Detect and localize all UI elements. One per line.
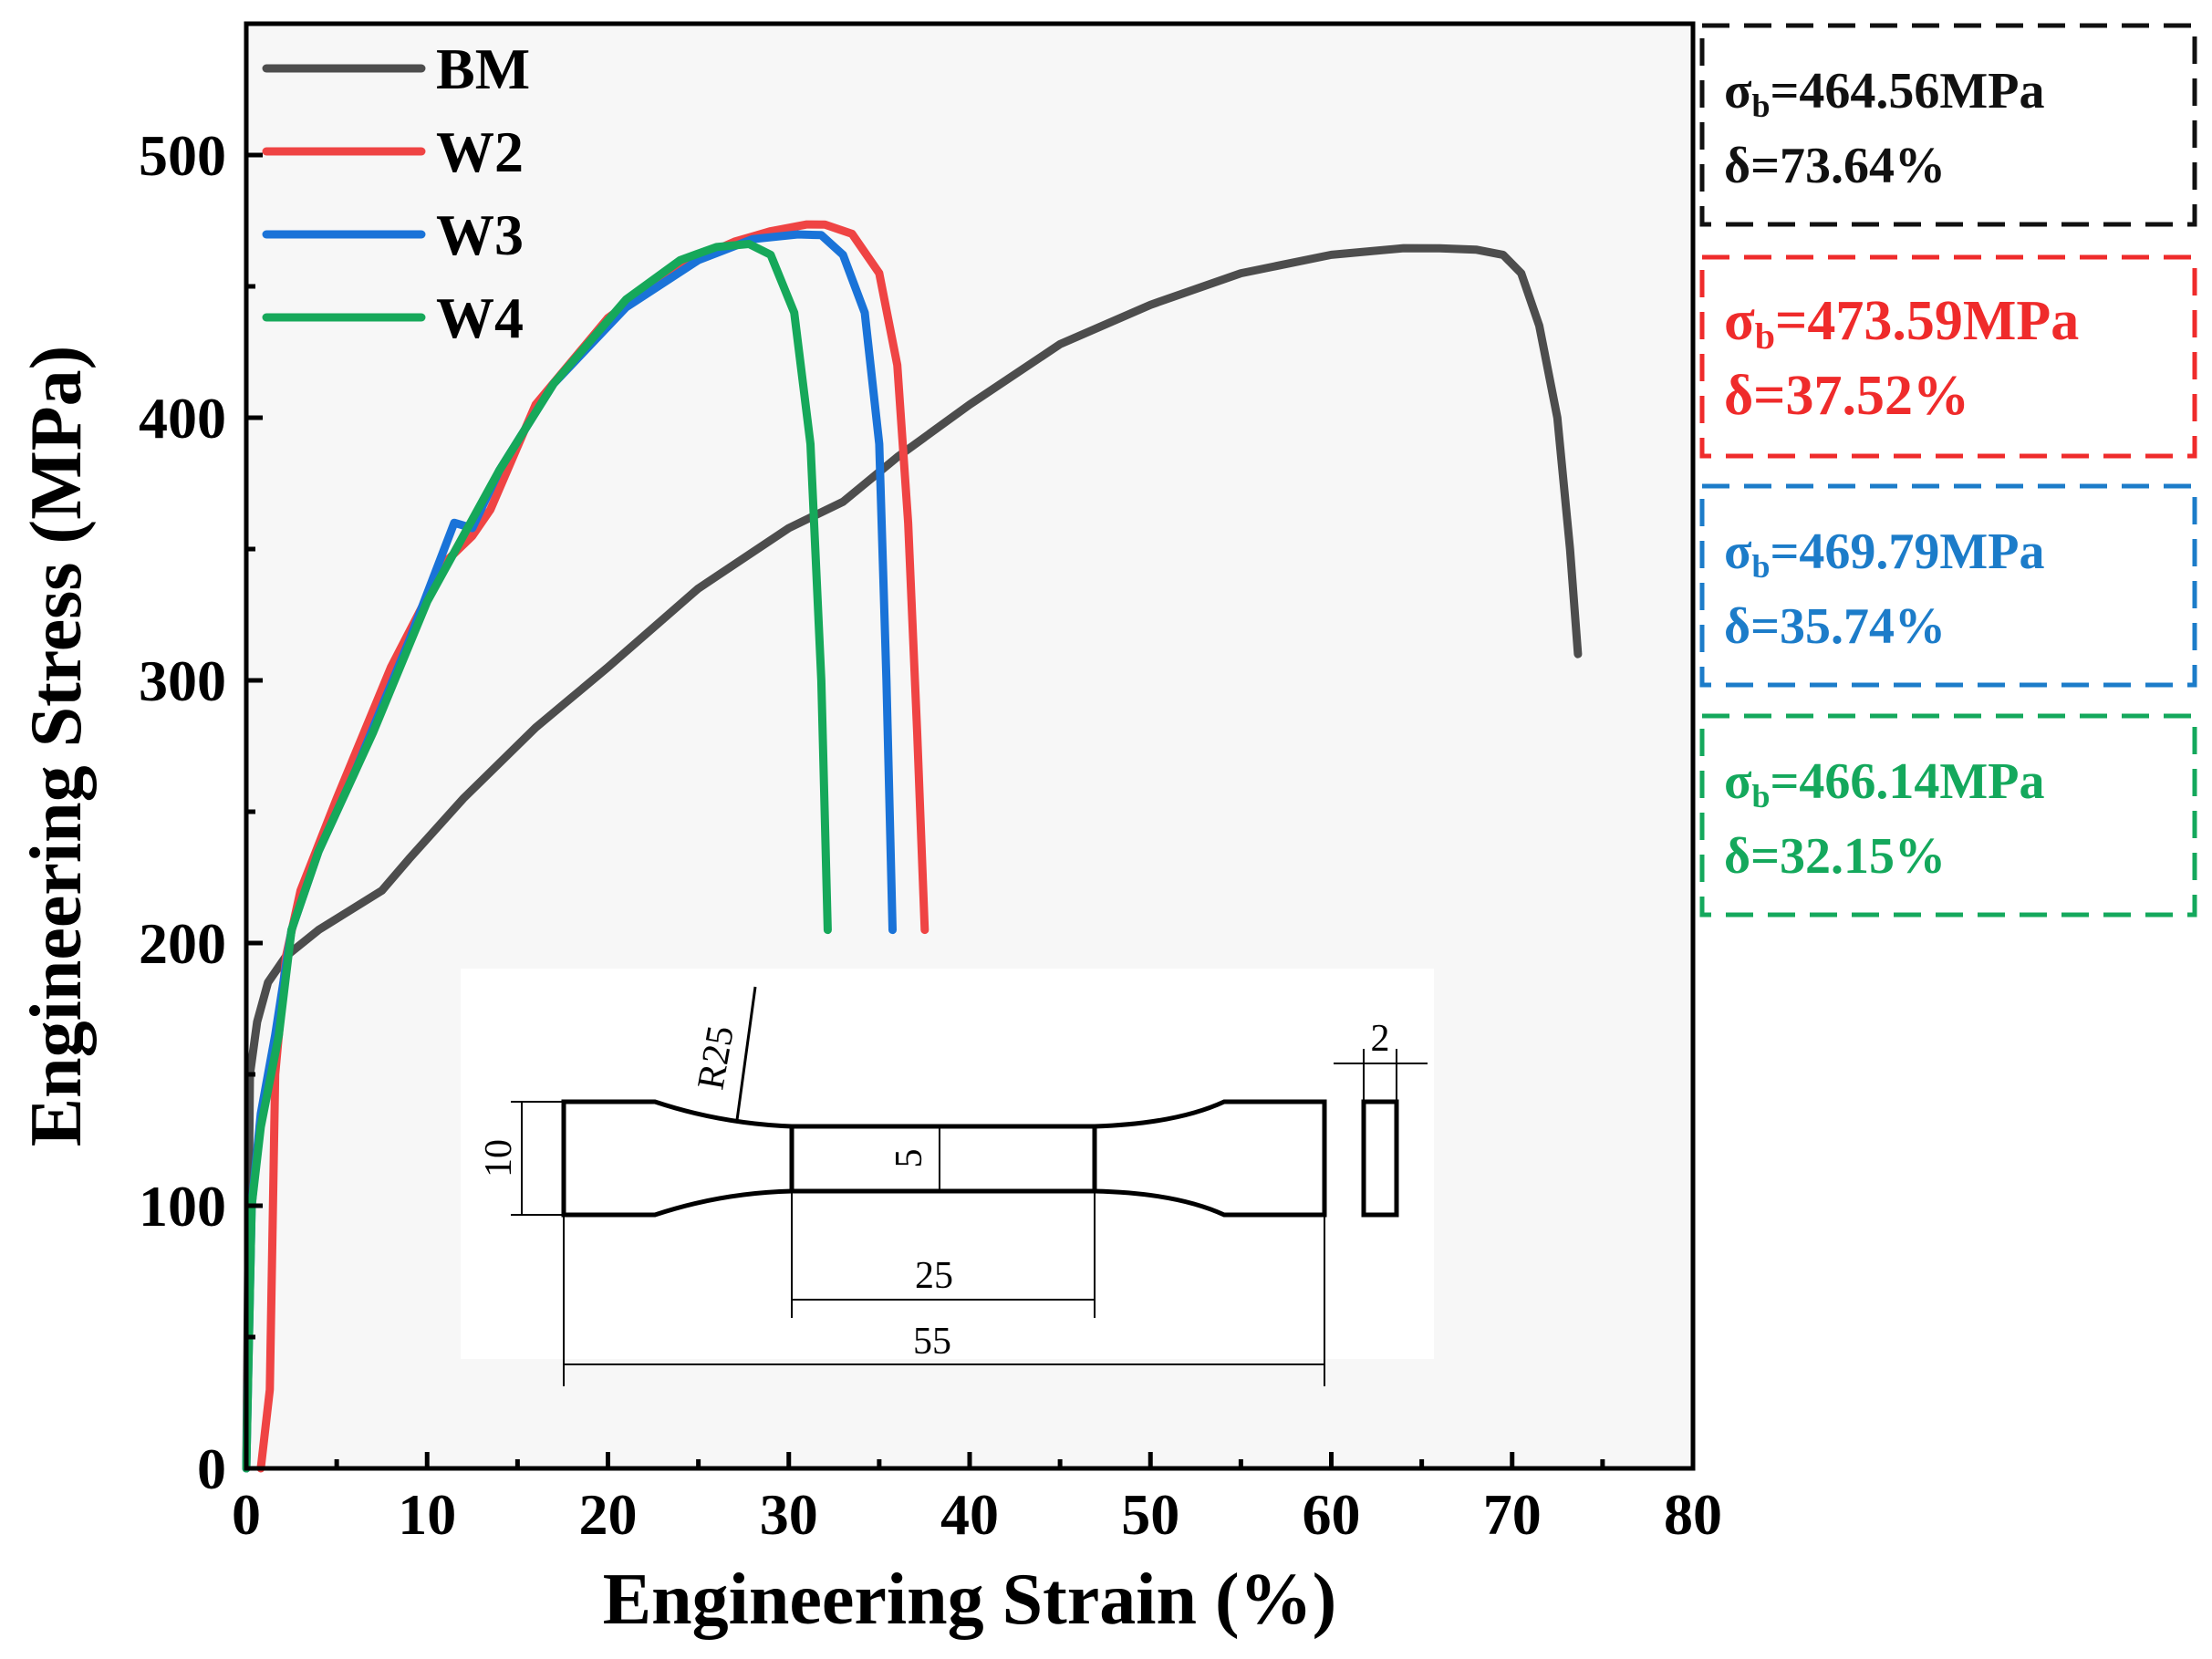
series-line-bm xyxy=(242,244,1583,1473)
y-tick-label: 100 xyxy=(139,1174,226,1239)
annotation-sigma: σb=466.14MPa xyxy=(1724,753,2044,814)
annotation-delta: δ=37.52% xyxy=(1724,365,1969,427)
x-axis-title: Engineering Strain (%) xyxy=(603,1560,1336,1640)
x-tick-label: 20 xyxy=(579,1482,638,1547)
legend-label-bm: BM xyxy=(436,36,530,101)
specimen-inset: R25 10 5 25 55 2 xyxy=(461,969,1434,1386)
annotation-box xyxy=(1699,713,2197,918)
thickness-label: 2 xyxy=(1371,1018,1390,1060)
legend-label-w2: W2 xyxy=(436,119,524,184)
legend-label-w3: W3 xyxy=(436,202,524,267)
x-tick-label: 40 xyxy=(940,1482,999,1547)
series-layer xyxy=(242,220,1583,1473)
y-tick-label: 300 xyxy=(139,648,226,713)
x-tick-label: 70 xyxy=(1483,1482,1542,1547)
annotation-delta: δ=32.15% xyxy=(1724,828,1946,885)
annotation-boxes: σb=464.56MPa δ=73.64% σb=473.59MPa δ=37.52%… xyxy=(1699,23,2197,918)
width-label: 5 xyxy=(888,1149,930,1168)
axis-layer: 0 10 20 30 40 50 60 70 80 0 100 200 300 400 500 xyxy=(139,123,1722,1547)
x-tick-label: 80 xyxy=(1664,1482,1722,1547)
y-tick-label: 500 xyxy=(139,123,226,188)
x-tick-label: 30 xyxy=(760,1482,818,1547)
series-line-w4 xyxy=(242,240,832,1473)
specimen-side-view xyxy=(1361,1099,1399,1218)
height-label: 10 xyxy=(478,1139,520,1177)
annotation-box xyxy=(1699,254,2197,459)
annotation-delta: δ=73.64% xyxy=(1724,138,1946,194)
annotation-sigma: σb=469.79MPa xyxy=(1724,524,2044,585)
annotation-sigma: σb=464.56MPa xyxy=(1724,63,2044,124)
inset-background xyxy=(461,969,1434,1359)
x-tick-label: 50 xyxy=(1121,1482,1179,1547)
total-label: 55 xyxy=(913,1321,951,1363)
y-tick-label: 200 xyxy=(139,911,226,976)
legend-label-w4: W4 xyxy=(436,285,524,350)
radius-leader xyxy=(735,986,757,1121)
annotation-box xyxy=(1699,483,2197,688)
x-tick-label: 0 xyxy=(232,1482,261,1547)
y-axis-title: Engineering Stress (MPa) xyxy=(16,346,97,1146)
annotation-box xyxy=(1699,23,2197,227)
y-tick-label: 0 xyxy=(197,1436,226,1501)
x-tick-label: 60 xyxy=(1303,1482,1361,1547)
annotation-delta: δ=35.74% xyxy=(1724,598,1946,655)
y-tick-label: 400 xyxy=(139,386,226,451)
gauge-label: 25 xyxy=(915,1255,953,1297)
x-tick-label: 10 xyxy=(398,1482,456,1547)
annotation-sigma: σb=473.59MPa xyxy=(1724,290,2079,357)
legend: BM W2 W3 W4 xyxy=(262,36,530,350)
